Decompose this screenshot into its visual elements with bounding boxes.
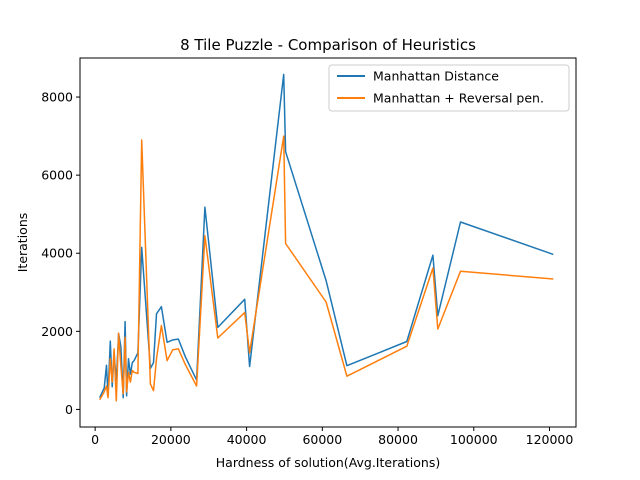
x-tick-label: 40000 [227,432,267,447]
x-axis: 0 20000 40000 60000 80000 100000 120000 [91,427,573,447]
y-tick-label: 4000 [41,246,73,261]
y-tick-label: 2000 [41,324,73,339]
x-tick-label: 120000 [526,432,574,447]
legend-entry-manhattan-distance: Manhattan Distance [373,69,499,84]
y-tick-label: 8000 [41,90,73,105]
legend-box [328,64,570,112]
y-tick-label: 0 [65,402,73,417]
x-tick-label: 0 [91,432,99,447]
chart-title: 8 Tile Puzzle - Comparison of Heuristics [180,36,476,54]
legend: Manhattan Distance Manhattan + Reversal … [328,64,570,112]
x-tick-label: 100000 [450,432,498,447]
y-axis-label: Iterations [15,213,30,273]
y-axis: 0 2000 4000 6000 8000 [41,90,80,417]
plot-lines [99,73,554,402]
y-tick-label: 6000 [41,168,73,183]
x-tick-label: 80000 [378,432,418,447]
x-tick-label: 20000 [151,432,191,447]
legend-entry-manhattan-reversal: Manhattan + Reversal pen. [373,91,544,106]
plot-frame [79,57,577,428]
x-tick-label: 60000 [302,432,342,447]
series-line-manhattan-reversal-pen [99,135,554,402]
x-axis-label: Hardness of solution(Avg.Iterations) [216,455,440,470]
